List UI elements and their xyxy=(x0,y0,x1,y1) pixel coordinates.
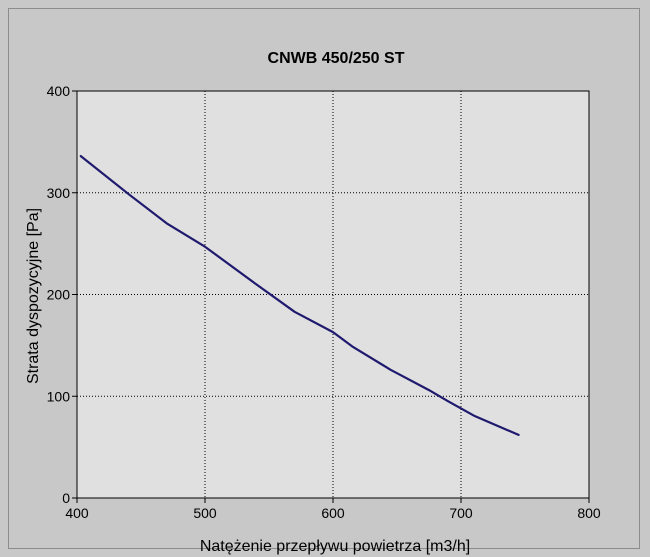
y-axis-ticks: 0 100 200 300 400 xyxy=(47,83,77,506)
x-tick-label: 400 xyxy=(65,505,89,521)
grid-lines xyxy=(77,91,589,498)
y-tick-label: 100 xyxy=(47,388,71,404)
series-layer xyxy=(79,155,520,436)
y-tick-label: 400 xyxy=(47,83,71,99)
x-tick-label: 500 xyxy=(193,505,217,521)
x-axis-ticks: 400 500 600 700 800 xyxy=(65,498,601,521)
y-tick-label: 0 xyxy=(62,490,70,506)
x-tick-label: 800 xyxy=(577,505,601,521)
y-axis-label: Strata dyspozycyjne [Pa] xyxy=(25,208,42,384)
y-tick-label: 300 xyxy=(47,185,71,201)
series-line xyxy=(79,155,520,436)
chart-title: CNWB 450/250 ST xyxy=(268,50,405,67)
x-tick-label: 600 xyxy=(321,505,345,521)
x-axis-label: Natężenie przepływu powietrza [m3/h] xyxy=(200,538,470,555)
x-tick-label: 700 xyxy=(449,505,473,521)
y-tick-label: 200 xyxy=(47,287,71,303)
